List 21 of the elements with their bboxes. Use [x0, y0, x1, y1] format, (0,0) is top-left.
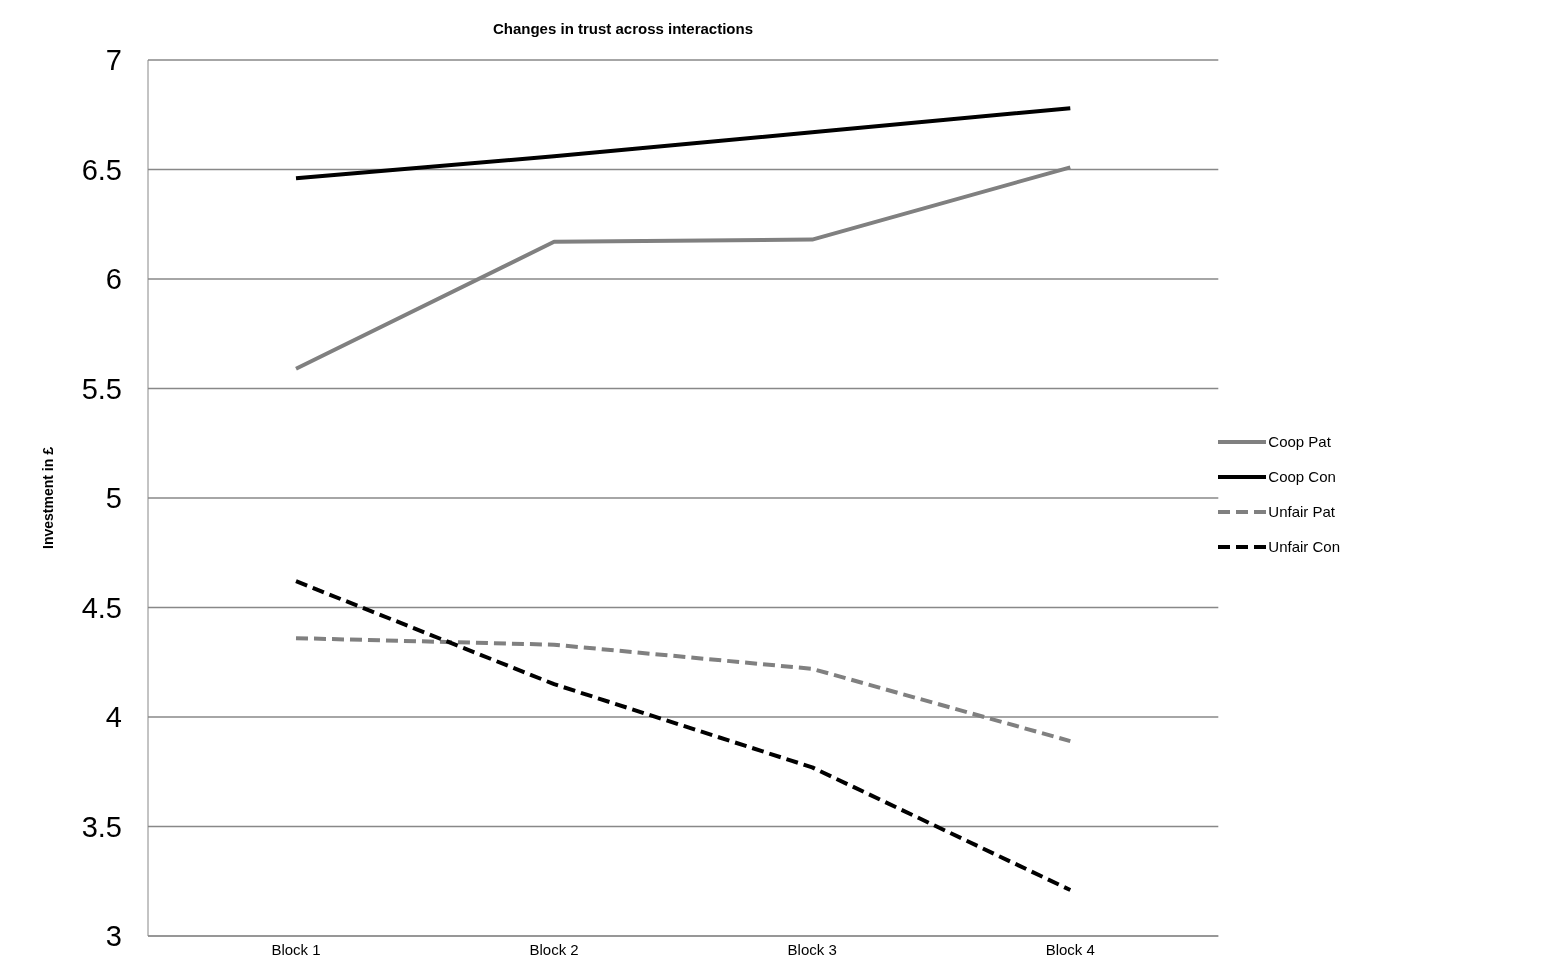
x-tick-label: Block 3: [787, 940, 837, 958]
legend-label: Coop Con: [1268, 468, 1336, 485]
y-tick-label: 5: [105, 482, 122, 515]
x-tick-label: Block 4: [1045, 940, 1095, 958]
y-tick-label: 6: [105, 263, 122, 296]
y-tick-label: 4.5: [81, 591, 122, 624]
line-series: [294, 579, 1073, 893]
y-tick-label: 4: [105, 701, 122, 734]
y-axis-title: Investment in £: [39, 446, 56, 549]
x-tick-label: Block 2: [529, 940, 579, 958]
y-tick-label: 3: [105, 920, 122, 953]
y-tick-label: 6.5: [81, 153, 122, 186]
legend-label: Unfair Pat: [1268, 503, 1335, 520]
y-tick-label: 5.5: [81, 372, 122, 405]
line-series: [294, 106, 1073, 181]
legend-label: Coop Pat: [1268, 433, 1331, 450]
y-tick-label: 3.5: [81, 810, 122, 843]
y-tick-label: 7: [105, 44, 122, 77]
chart-title: Changes in trust across interactions: [491, 20, 755, 37]
x-tick-label: Block 1: [271, 940, 321, 958]
legend-label: Unfair Con: [1268, 538, 1340, 555]
